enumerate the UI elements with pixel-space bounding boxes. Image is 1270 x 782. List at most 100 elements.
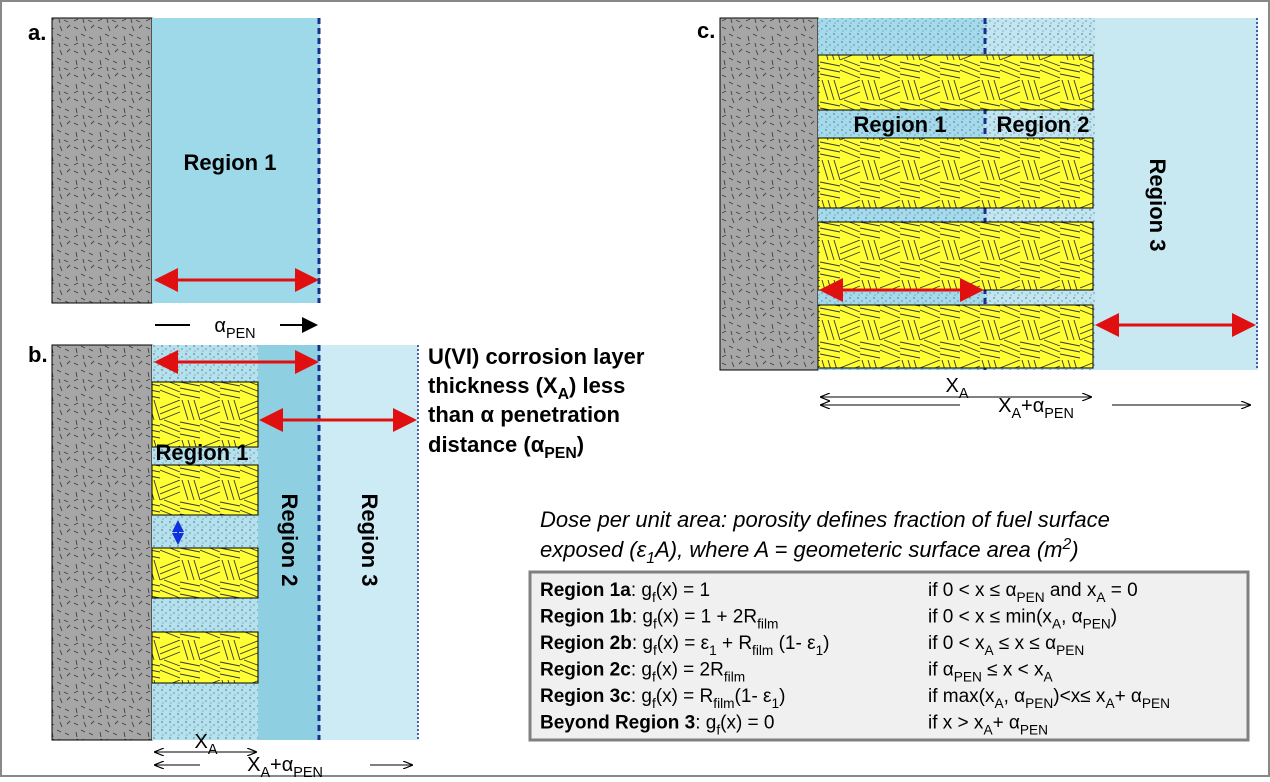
region-label: Region 3 <box>1145 159 1170 252</box>
subscript: A <box>1044 670 1054 685</box>
text-run: thickness (X <box>428 373 558 398</box>
row-label: Region 3c <box>540 686 631 707</box>
row-label: Region 2b <box>540 633 632 654</box>
subscript: PEN <box>1044 406 1074 422</box>
row-label: Beyond Region 3 <box>540 713 695 734</box>
text-run: (1- ε <box>735 686 773 707</box>
text-run: ) <box>1111 607 1117 628</box>
subscript: film <box>757 617 778 632</box>
subscript: film <box>752 643 773 658</box>
fuel <box>52 345 152 740</box>
text-run: + α <box>1115 686 1142 707</box>
subscript: PEN <box>544 445 577 462</box>
panel-label: a. <box>28 20 46 45</box>
text-run: +α <box>270 754 293 776</box>
text-run: X <box>998 395 1011 417</box>
text-run: exposed (ε <box>540 537 647 562</box>
panel-c: c. Region 1 Region 2 Region 3 XA XA+αPEN <box>697 18 1258 422</box>
row-label: Region 2c <box>540 660 631 681</box>
text-run: if α <box>928 660 954 681</box>
subscript: A <box>558 386 570 403</box>
text-run: (1- ε <box>773 633 816 654</box>
text-run: + α <box>993 713 1020 734</box>
superscript: 2 <box>1061 536 1071 553</box>
region-label: Region 1 <box>156 440 249 465</box>
subscript: PEN <box>1020 723 1048 738</box>
text-run: X <box>195 731 208 753</box>
text-run: ) <box>779 686 785 707</box>
text-run: : g <box>695 713 716 734</box>
text-run: ≤ x < x <box>982 660 1044 681</box>
subscript: A <box>1011 406 1021 422</box>
dose-text: Dose per unit area: porosity defines fra… <box>540 507 1110 532</box>
layer <box>152 382 258 447</box>
subscript: PEN <box>1056 643 1084 658</box>
region-label: Region 2 <box>277 494 302 587</box>
text-run: )<x≤ x <box>1053 686 1106 707</box>
row-label: Region 1a <box>540 580 631 601</box>
text-run: ) less <box>569 373 625 398</box>
subscript: 1 <box>816 643 824 658</box>
text-run: (x) = R <box>656 686 714 707</box>
fuel <box>52 18 152 303</box>
subscript: film <box>724 670 745 685</box>
layer <box>152 465 258 515</box>
diagram: a. Region 1 αPEN b. Region 1 Region 2 Re… <box>0 0 1270 777</box>
text-run: +α <box>1021 395 1044 417</box>
text-run: (x) = 1 <box>656 580 710 601</box>
subscript: 1 <box>646 550 655 567</box>
text-run: : g <box>631 660 652 681</box>
subscript: film <box>713 696 734 711</box>
note: U(VI) corrosion layer <box>428 344 645 369</box>
text-run: : g <box>632 633 653 654</box>
layer <box>818 138 1093 208</box>
text-run: if 0 < x ≤ α <box>928 580 1016 601</box>
text-run: if 0 < x <box>928 633 985 654</box>
region-label: Region 1 <box>184 150 277 175</box>
subscript: A <box>208 742 218 758</box>
text-run: ) <box>823 633 829 654</box>
region-label: Region 1 <box>854 112 947 137</box>
text-run: ) <box>577 432 584 457</box>
row-label: Region 1b <box>540 607 632 628</box>
text-run: , α <box>1061 607 1083 628</box>
text-run: if max(x <box>928 686 995 707</box>
text-run: : g <box>632 607 653 628</box>
text-run: distance (α <box>428 432 545 457</box>
layer <box>152 632 258 683</box>
text-run: and x <box>1045 580 1097 601</box>
subscript: PEN <box>226 326 256 342</box>
layer <box>818 222 1093 290</box>
text-run: (x) = 0 <box>720 713 774 734</box>
fuel <box>720 18 818 370</box>
region-label: Region 3 <box>357 494 382 587</box>
text-run: (x) = 2R <box>656 660 724 681</box>
text-run: (x) = 1 + 2R <box>657 607 757 628</box>
text-run: X <box>247 754 260 776</box>
text-run: , α <box>1004 686 1026 707</box>
subscript: PEN <box>1016 590 1044 605</box>
panel-a: a. Region 1 αPEN <box>28 18 320 342</box>
subscript: PEN <box>1142 696 1170 711</box>
layer <box>152 548 258 598</box>
text-run: X <box>946 375 959 397</box>
text-run: = 0 <box>1105 580 1137 601</box>
subscript: A <box>260 765 270 777</box>
region-label: Region 2 <box>997 112 1090 137</box>
subscript: PEN <box>954 670 982 685</box>
subscript: A <box>959 386 969 402</box>
text-run: ≤ x ≤ α <box>994 633 1056 654</box>
text-run: if 0 < x ≤ min(x <box>928 607 1052 628</box>
text-run: A), where A = geometeric surface area (m <box>653 537 1062 562</box>
layer <box>818 305 1093 368</box>
text-run: : g <box>631 686 652 707</box>
text-run: if x > x <box>928 713 984 734</box>
note: than α penetration <box>428 402 620 427</box>
text-run: + R <box>717 633 752 654</box>
subscript: PEN <box>1025 696 1053 711</box>
panel-label: c. <box>697 18 715 43</box>
subscript: PEN <box>1083 617 1111 632</box>
subscript: 1 <box>709 643 717 658</box>
text-run: : g <box>631 580 652 601</box>
panel-label: b. <box>28 342 48 367</box>
